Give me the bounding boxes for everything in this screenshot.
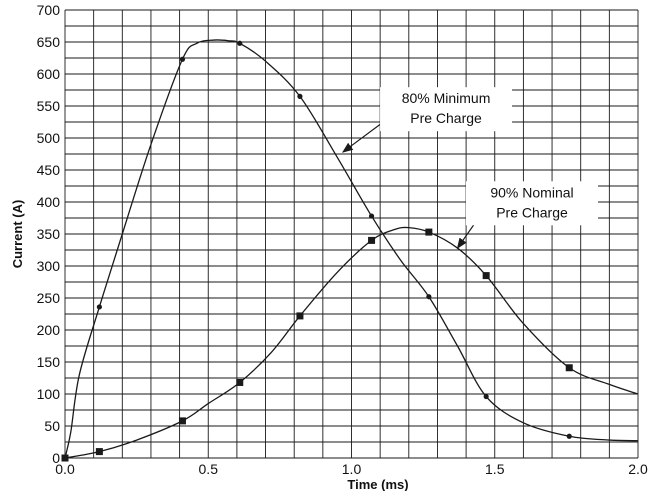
series-2-point: [425, 228, 433, 236]
series-1-point: [179, 56, 186, 62]
series-2-point: [368, 236, 376, 244]
x-axis-title: Time (ms): [347, 477, 408, 491]
annotation-1-box: [380, 87, 513, 132]
y-tick-label: 0: [52, 450, 60, 466]
series-1-point: [483, 393, 489, 400]
y-tick-label: 300: [37, 258, 61, 274]
y-tick-label: 150: [37, 354, 61, 370]
annotation-2-text: 90% Nominal: [490, 184, 573, 200]
y-tick-label: 650: [37, 34, 61, 50]
series-1-point: [426, 294, 432, 300]
y-tick-label: 550: [37, 98, 61, 114]
y-tick-label: 700: [37, 2, 61, 18]
y-axis-title: Current (A): [10, 200, 25, 269]
series-2-point: [61, 454, 69, 462]
series-markers: [61, 40, 573, 462]
y-tick-label: 450: [37, 162, 61, 178]
x-tick-label: 2.0: [628, 461, 648, 477]
annotation-1-text: Pre Charge: [410, 110, 482, 126]
series-1-point: [96, 304, 102, 310]
series-1-point: [237, 40, 243, 46]
x-tick-label: 1.0: [342, 461, 362, 477]
x-tick-label: 0.0: [55, 461, 75, 477]
series-2-point: [95, 448, 103, 456]
series-1-point: [368, 213, 375, 219]
y-tick-label: 400: [37, 194, 61, 210]
y-tick-label: 200: [37, 322, 61, 338]
series-1-line: [64, 39, 639, 459]
y-tick-label: 500: [37, 130, 61, 146]
annotations: 80% Minimum Pre Charge 90% Nominal Pre Char…: [342, 87, 598, 249]
series-2-point: [296, 312, 304, 320]
grid: [64, 9, 639, 459]
series-2-point: [236, 378, 244, 386]
y-tick-label: 250: [37, 290, 61, 306]
annotation-2-text: Pre Charge: [496, 204, 568, 220]
series-2-point: [178, 417, 186, 425]
series-2-point: [565, 364, 573, 372]
x-tick-label: 1.5: [485, 461, 505, 477]
y-tick-label: 100: [37, 386, 61, 402]
series-1-point: [297, 93, 303, 99]
annotation-2-box: [465, 181, 598, 226]
y-tick-label: 350: [37, 226, 61, 242]
tick-labels: 0 50 100 150 200 250 300 350 400 450 500 550 600 650 7…: [37, 2, 648, 477]
annotation-1-text: 80% Minimum: [402, 90, 491, 106]
y-tick-label: 50: [44, 418, 60, 434]
x-tick-label: 0.5: [199, 461, 219, 477]
series-2-point: [482, 272, 490, 280]
y-tick-label: 600: [37, 66, 61, 82]
series-1-point: [566, 433, 572, 439]
